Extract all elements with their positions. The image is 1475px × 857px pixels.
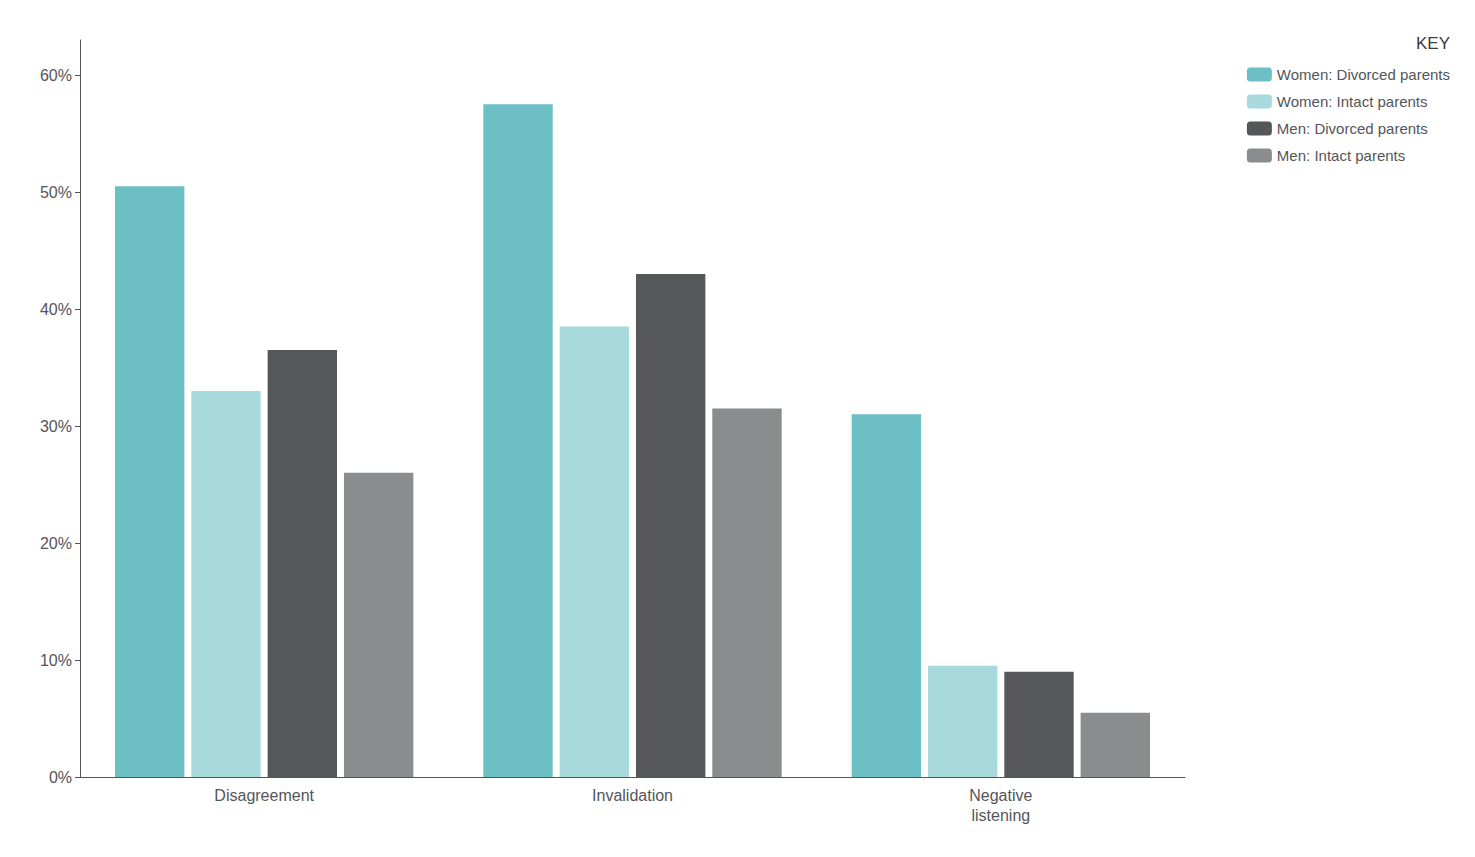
- svg-text:30%: 30%: [40, 418, 72, 435]
- svg-text:Negative: Negative: [969, 787, 1032, 804]
- svg-text:0%: 0%: [49, 769, 72, 786]
- svg-text:60%: 60%: [40, 67, 72, 84]
- svg-text:Disagreement: Disagreement: [214, 787, 314, 804]
- svg-text:Invalidation: Invalidation: [592, 787, 673, 804]
- svg-text:40%: 40%: [40, 301, 72, 318]
- svg-text:20%: 20%: [40, 535, 72, 552]
- svg-text:Women: Intact parents: Women: Intact parents: [1277, 93, 1428, 110]
- svg-text:50%: 50%: [40, 184, 72, 201]
- svg-text:listening: listening: [971, 807, 1030, 824]
- svg-text:KEY: KEY: [1416, 34, 1450, 53]
- svg-text:Men: Divorced parents: Men: Divorced parents: [1277, 120, 1428, 137]
- svg-text:Women: Divorced parents: Women: Divorced parents: [1277, 66, 1450, 83]
- svg-text:Men: Intact parents: Men: Intact parents: [1277, 147, 1405, 164]
- svg-text:10%: 10%: [40, 652, 72, 669]
